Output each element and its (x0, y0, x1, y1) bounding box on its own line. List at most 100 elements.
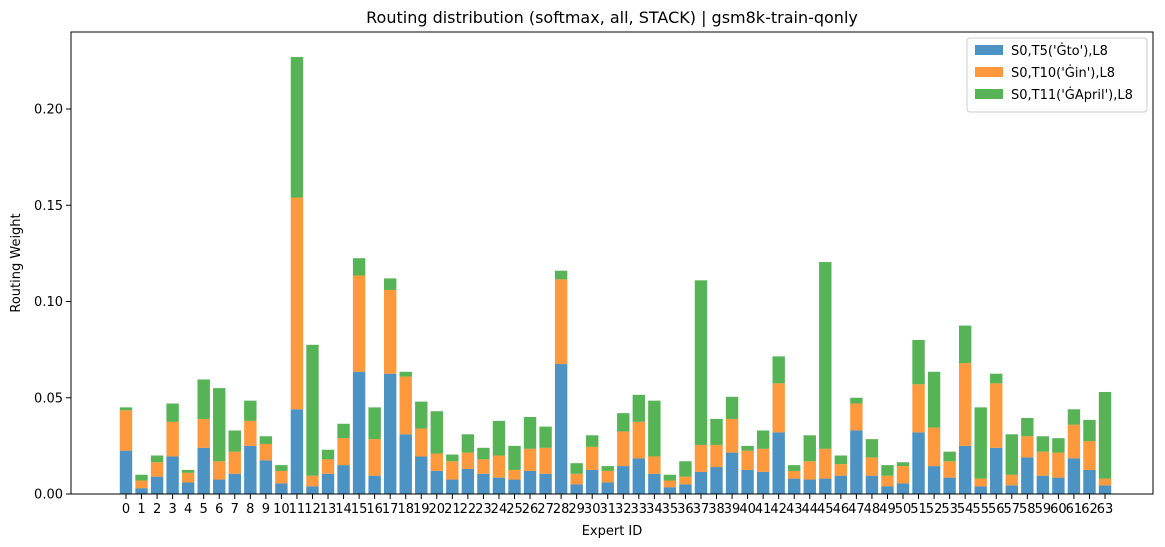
bar-s0-expert-54 (958, 445, 972, 495)
bar-s0-expert-51 (912, 432, 925, 494)
bar-s0-expert-27 (539, 473, 552, 494)
bar-s1-expert-63 (1098, 478, 1112, 486)
bar-s1-expert-53 (943, 461, 956, 478)
bar-s0-expert-1 (135, 488, 148, 494)
bar-s2-expert-58 (1021, 417, 1034, 437)
bar-s2-expert-31 (601, 466, 614, 471)
legend-box (966, 37, 1148, 113)
x-tick-label: 29 (568, 502, 585, 517)
bar-s2-expert-59 (1036, 436, 1050, 452)
bar-s0-expert-34 (648, 473, 661, 494)
bar-s2-expert-5 (197, 379, 210, 419)
bar-s1-expert-52 (927, 427, 941, 467)
bar-s0-expert-55 (974, 486, 987, 494)
bar-s1-expert-54 (958, 363, 972, 446)
x-axis-label: Expert ID (582, 524, 643, 539)
y-tick-label: 0.05 (34, 391, 63, 406)
bar-s2-expert-24 (492, 420, 506, 456)
bar-s2-expert-6 (213, 388, 226, 462)
x-tick-label: 46 (833, 502, 850, 517)
bar-s0-expert-49 (881, 486, 894, 494)
bar-s0-expert-7 (228, 473, 241, 494)
bar-s2-expert-29 (570, 463, 583, 474)
x-tick-label: 34 (646, 502, 663, 517)
bar-s0-expert-60 (1052, 477, 1065, 494)
bar-s2-expert-22 (461, 434, 475, 453)
axes-layer: 0.000.050.100.150.200 1 2 3 4 5 6 7 8 9 1011121314… (34, 31, 1154, 517)
bar-s1-expert-45 (819, 448, 832, 479)
bar-s0-expert-14 (337, 465, 350, 495)
x-tick-label: 13 (320, 502, 337, 517)
bar-s0-expert-61 (1067, 458, 1081, 494)
bar-s1-expert-56 (990, 383, 1003, 448)
bar-s0-expert-18 (399, 434, 412, 494)
bar-s1-expert-47 (850, 403, 863, 431)
y-tick-label: 0.15 (34, 199, 63, 214)
bar-s1-expert-25 (508, 469, 521, 480)
bar-s0-expert-9 (259, 460, 273, 494)
bar-s2-expert-10 (275, 465, 288, 471)
bar-s1-expert-11 (290, 197, 304, 410)
bar-s0-expert-35 (663, 487, 677, 494)
x-tick-label: 55 (972, 502, 989, 517)
bar-s1-expert-10 (275, 470, 288, 484)
bar-s2-expert-49 (881, 465, 894, 476)
x-tick-label: 63 (1097, 502, 1114, 517)
bar-s2-expert-53 (943, 451, 956, 462)
bar-s1-expert-40 (741, 450, 754, 470)
legend-label: S0,T10('Ġin'),L8 (1011, 64, 1115, 81)
x-tick-label: 1 (137, 502, 145, 517)
bar-s0-expert-25 (508, 479, 521, 494)
x-tick-label: 0 (122, 502, 130, 517)
x-tick-label: 20 (429, 502, 446, 517)
bar-s2-expert-26 (523, 417, 537, 449)
x-tick-label: 9 (262, 502, 270, 517)
bar-s2-expert-61 (1067, 409, 1081, 425)
bar-s0-expert-6 (213, 479, 226, 494)
x-tick-label: 27 (537, 502, 554, 517)
bar-s0-expert-8 (244, 445, 257, 495)
bar-s2-expert-62 (1083, 419, 1096, 442)
bar-s2-expert-28 (554, 270, 568, 280)
x-tick-label: 33 (631, 502, 648, 517)
bar-s1-expert-34 (648, 456, 661, 474)
bar-s1-expert-5 (197, 418, 210, 448)
bar-s2-expert-48 (865, 439, 879, 458)
bar-s2-expert-21 (446, 454, 459, 462)
bar-s1-expert-17 (383, 289, 397, 374)
bar-s1-expert-39 (725, 418, 739, 453)
bar-s1-expert-0 (119, 410, 133, 451)
bar-s0-expert-23 (477, 473, 490, 494)
x-tick-label: 18 (397, 502, 414, 517)
chart-title: Routing distribution (softmax, all, STAC… (366, 8, 858, 27)
legend-swatch (975, 67, 1003, 77)
bar-s1-expert-7 (228, 451, 241, 474)
x-tick-label: 50 (895, 502, 912, 517)
x-tick-label: 4 (184, 502, 192, 517)
x-tick-label: 57 (1004, 502, 1021, 517)
x-tick-label: 14 (335, 502, 352, 517)
bar-s0-expert-30 (586, 469, 599, 494)
bar-s0-expert-20 (430, 470, 443, 494)
bar-s0-expert-33 (632, 458, 646, 494)
x-tick-label: 10 (273, 502, 290, 517)
x-tick-label: 51 (910, 502, 927, 517)
bar-s0-expert-19 (415, 456, 428, 494)
bar-s2-expert-17 (383, 278, 397, 290)
bar-s2-expert-27 (539, 426, 552, 448)
bar-s2-expert-39 (725, 396, 739, 419)
bar-s2-expert-56 (990, 373, 1003, 384)
bar-s2-expert-43 (788, 465, 801, 471)
bar-s2-expert-8 (244, 400, 257, 421)
bar-s0-expert-50 (896, 483, 910, 494)
bar-s2-expert-19 (415, 401, 428, 429)
bar-s2-expert-33 (632, 394, 646, 422)
x-tick-label: 21 (444, 502, 461, 517)
x-tick-label: 15 (351, 502, 368, 517)
bar-s1-expert-57 (1005, 474, 1018, 486)
bar-s1-expert-24 (492, 455, 506, 478)
x-tick-label: 48 (864, 502, 881, 517)
bar-s1-expert-33 (632, 421, 646, 459)
x-tick-label: 11 (289, 502, 306, 517)
bar-s2-expert-41 (756, 430, 770, 449)
